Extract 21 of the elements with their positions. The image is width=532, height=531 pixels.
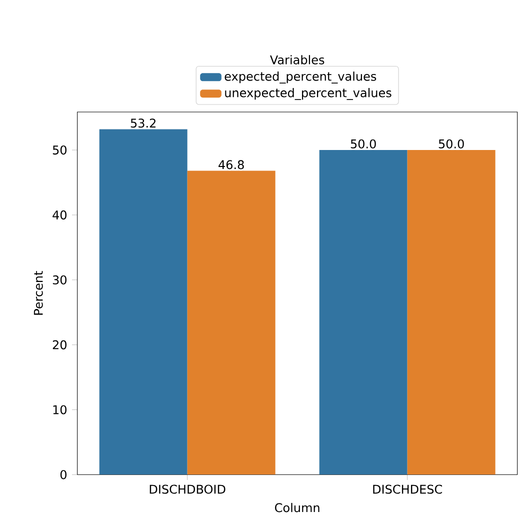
y-tick-label: 50: [52, 146, 66, 155]
x-tick-label: DISCHDBOID: [150, 484, 226, 494]
bar: [99, 129, 188, 475]
data-label: 46.8: [218, 160, 244, 170]
data-label: 50.0: [350, 140, 376, 149]
legend-label: unexpected_percent_values: [225, 88, 392, 100]
bar: [319, 150, 408, 475]
legend-title: Variables: [270, 55, 324, 65]
x-tick-label: DISCHDESC: [373, 484, 442, 494]
data-label: 50.0: [438, 140, 464, 149]
y-tick-label: 0: [60, 470, 66, 480]
data-label: 53.2: [130, 118, 156, 128]
x-axis-title: Column: [275, 503, 320, 512]
bar: [187, 170, 276, 475]
legend-label: expected_percent_values: [224, 72, 376, 84]
y-tick-label: 10: [53, 405, 66, 414]
y-tick-label: 40: [52, 210, 66, 220]
y-tick-label: 20: [52, 340, 66, 350]
bar: [407, 150, 496, 475]
y-axis-title: Percent: [34, 271, 43, 315]
y-tick-label: 30: [52, 276, 66, 285]
